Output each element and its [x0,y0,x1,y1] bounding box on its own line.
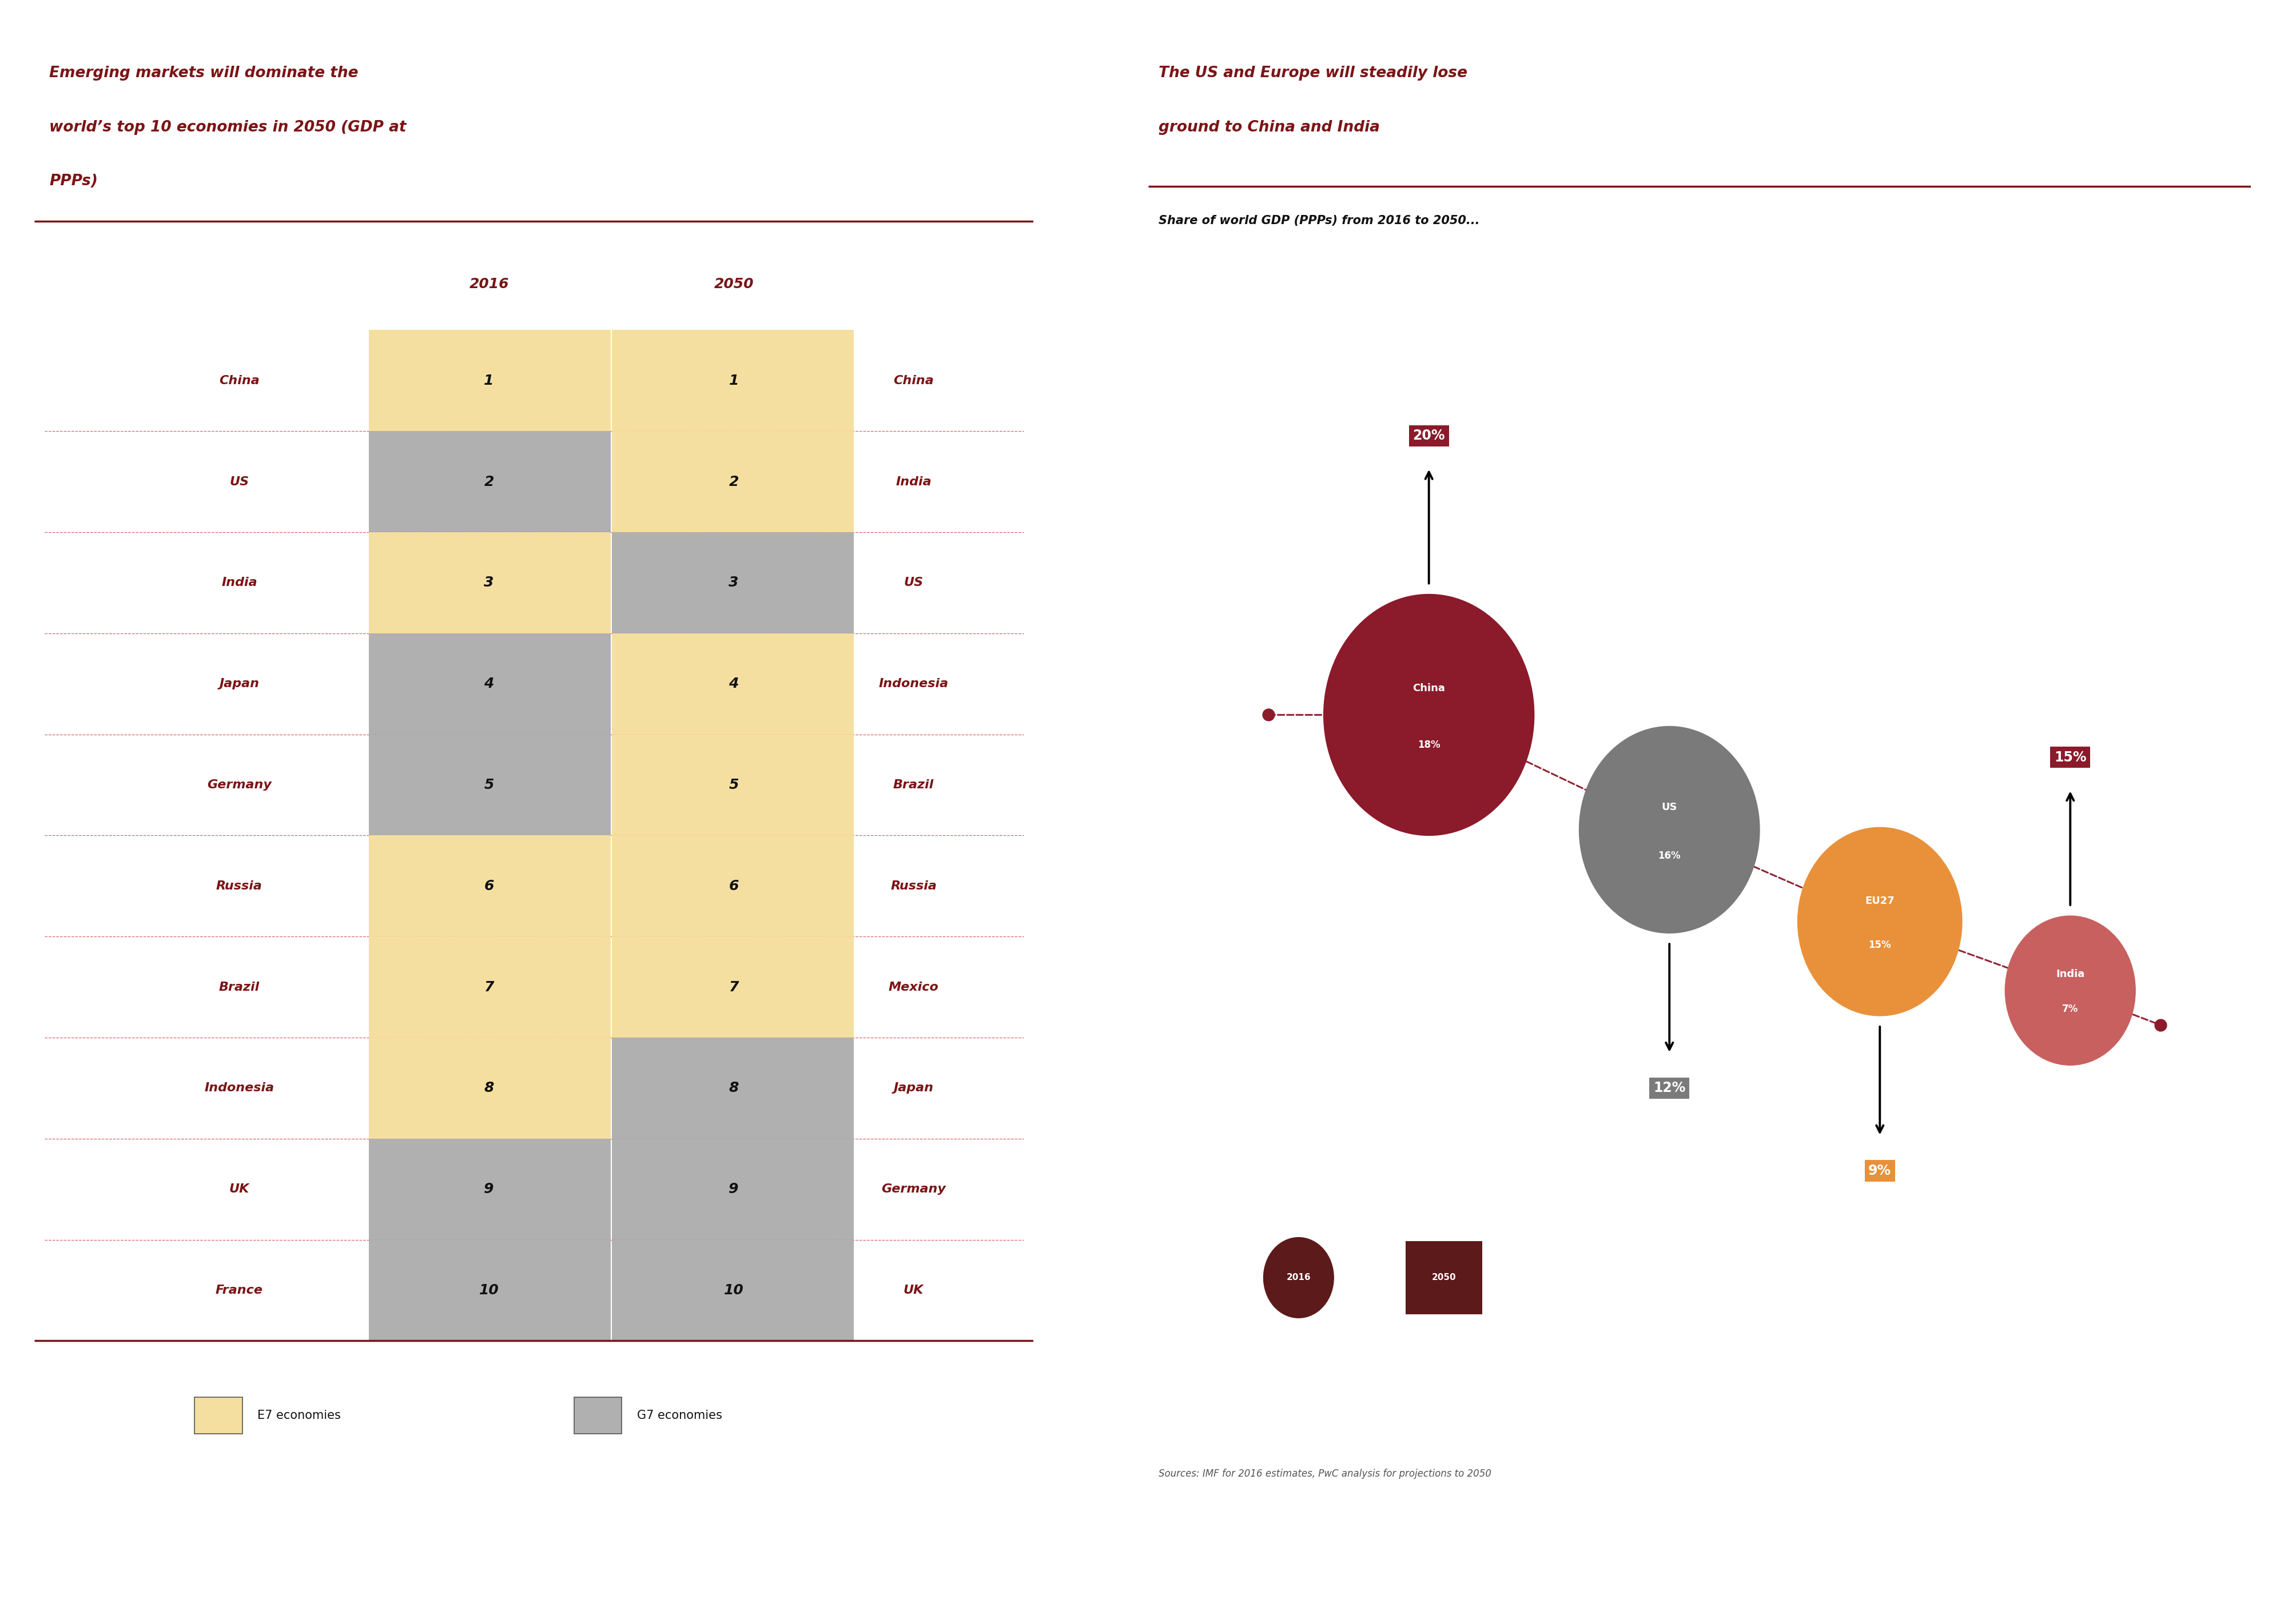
Bar [370,936,611,1037]
Circle shape [1322,594,1534,836]
Text: France: France [216,1284,264,1297]
Text: Indonesia: Indonesia [204,1083,273,1094]
Text: 3: 3 [484,576,494,589]
Text: 2050: 2050 [714,278,753,291]
Text: Germany: Germany [207,779,271,790]
Bar [370,432,611,532]
Text: The US and Europe will steadily lose: The US and Europe will steadily lose [1157,67,1467,81]
Bar [611,1037,854,1139]
Text: ground to China and India: ground to China and India [1157,120,1380,135]
Text: 20%: 20% [1412,428,1444,443]
Text: 7%: 7% [2062,1005,2078,1014]
Text: 2016: 2016 [1286,1274,1311,1282]
Bar [195,1397,241,1433]
Text: 1: 1 [484,373,494,388]
Text: 5: 5 [484,777,494,792]
Bar [611,329,854,432]
Text: 6: 6 [484,880,494,893]
Text: China: China [1412,683,1444,693]
Circle shape [1798,828,1961,1016]
Bar [611,532,854,633]
Text: 15%: 15% [1869,940,1890,951]
Text: 7: 7 [728,980,739,993]
Text: 10: 10 [723,1284,744,1297]
FancyBboxPatch shape [1405,1242,1481,1315]
Bar [370,329,611,432]
Text: 9%: 9% [1869,1164,1892,1178]
Bar [370,532,611,633]
Text: 2050: 2050 [1430,1274,1456,1282]
Text: Share of world GDP (PPPs) from 2016 to 2050...: Share of world GDP (PPPs) from 2016 to 2… [1157,216,1479,227]
Text: 16%: 16% [1658,850,1681,860]
Text: India: India [220,578,257,589]
Bar [370,734,611,836]
Text: 10: 10 [480,1284,498,1297]
Text: E7 economies: E7 economies [257,1410,340,1422]
Text: 1: 1 [728,373,739,388]
Text: EU27: EU27 [1864,896,1894,906]
Text: Mexico: Mexico [889,982,939,993]
Text: Sources: IMF for 2016 estimates, PwC analysis for projections to 2050: Sources: IMF for 2016 estimates, PwC ana… [1157,1469,1490,1479]
Bar [611,432,854,532]
Bar [611,836,854,936]
Text: 2: 2 [484,476,494,489]
Text: Emerging markets will dominate the: Emerging markets will dominate the [51,67,358,81]
Text: Brazil: Brazil [893,779,934,790]
Text: US: US [230,476,248,487]
Text: Russia: Russia [216,880,262,891]
Circle shape [1263,1237,1334,1318]
Text: 3: 3 [728,576,739,589]
Text: 2016: 2016 [468,278,510,291]
Text: Japan: Japan [218,678,259,690]
Text: 18%: 18% [1417,740,1440,750]
Bar [370,1240,611,1341]
Bar [611,633,854,734]
Text: 9: 9 [728,1183,739,1196]
Bar [370,1139,611,1240]
Text: 8: 8 [728,1081,739,1096]
Bar [370,1037,611,1139]
Bar [370,633,611,734]
Text: US: US [905,578,923,589]
Text: Brazil: Brazil [218,982,259,993]
Text: China: China [218,375,259,386]
Text: India: India [895,476,932,487]
Bar [611,1139,854,1240]
Circle shape [2004,915,2135,1065]
Bar [611,936,854,1037]
Bar [574,1397,622,1433]
Text: world’s top 10 economies in 2050 (GDP at: world’s top 10 economies in 2050 (GDP at [51,120,406,135]
Text: Germany: Germany [882,1183,946,1195]
Bar [611,1240,854,1341]
Text: 8: 8 [484,1081,494,1096]
Text: 5: 5 [728,777,739,792]
Text: G7 economies: G7 economies [636,1410,721,1422]
Text: China: China [893,375,934,386]
Text: 7: 7 [484,980,494,993]
Text: 6: 6 [728,880,739,893]
Circle shape [1580,727,1759,933]
Text: 4: 4 [484,677,494,691]
Text: Russia: Russia [891,880,937,891]
Text: 4: 4 [728,677,739,691]
Text: UK: UK [902,1284,923,1297]
Text: India: India [2055,969,2085,979]
Text: Japan: Japan [893,1083,934,1094]
Text: 15%: 15% [2053,750,2085,764]
Bar [611,734,854,836]
Text: 2: 2 [728,476,739,489]
Text: 12%: 12% [1653,1081,1685,1096]
Text: PPPs): PPPs) [51,174,99,188]
Text: US: US [1660,802,1676,812]
Bar [370,836,611,936]
Text: 9: 9 [484,1183,494,1196]
Text: Indonesia: Indonesia [879,678,948,690]
Text: UK: UK [230,1183,250,1195]
